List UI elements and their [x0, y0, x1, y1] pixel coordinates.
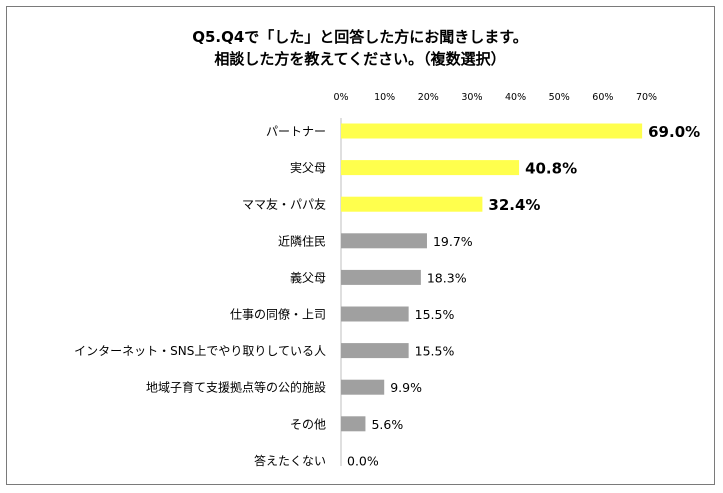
category-label: その他: [290, 417, 326, 431]
bar: [341, 416, 366, 432]
value-label: 5.6%: [371, 417, 403, 432]
category-label: 義父母: [290, 270, 326, 285]
category-label: ママ友・パパ友: [242, 198, 326, 212]
x-tick-label: 10%: [374, 92, 395, 103]
bar: [341, 160, 520, 176]
category-label: 仕事の同僚・上司: [230, 307, 326, 322]
value-label: 32.4%: [488, 196, 540, 214]
title-line-2: 相談した方を教えてください。（複数選択）: [214, 50, 506, 68]
x-tick-label: 60%: [592, 92, 613, 103]
x-tick-label: 70%: [636, 92, 657, 103]
category-label: 近隣住民: [278, 233, 326, 248]
value-label: 0.0%: [347, 453, 379, 468]
x-tick-label: 20%: [418, 92, 439, 103]
category-label: 実父母: [290, 160, 326, 175]
category-label: インターネット・SNS上でやり取りしている人: [74, 344, 326, 358]
x-tick-label: 40%: [505, 92, 526, 103]
bar: [341, 379, 385, 395]
value-label: 9.9%: [390, 380, 422, 395]
bar: [341, 196, 483, 212]
category-label: 地域子育て支援拠点等の公的施設: [146, 380, 326, 395]
value-label: 18.3%: [427, 270, 467, 285]
category-label: パートナー: [266, 125, 326, 139]
title-line-1: Q5.Q4で「した」と回答した方にお聞きします。: [192, 28, 528, 46]
bar: [341, 123, 643, 139]
chart-title: Q5.Q4で「した」と回答した方にお聞きします。 相談した方を教えてください。（…: [120, 26, 600, 70]
value-label: 69.0%: [648, 123, 700, 141]
category-label: 答えたくない: [254, 453, 326, 468]
bar: [341, 306, 409, 322]
value-label: 19.7%: [433, 234, 473, 249]
bar: [341, 269, 421, 285]
bar: [341, 233, 427, 249]
x-tick-label: 50%: [549, 92, 570, 103]
value-label: 15.5%: [415, 307, 455, 322]
bar: [341, 343, 409, 359]
x-tick-label: 0%: [333, 92, 348, 103]
value-label: 15.5%: [415, 344, 455, 359]
value-label: 40.8%: [525, 160, 577, 178]
x-tick-label: 30%: [461, 92, 482, 103]
